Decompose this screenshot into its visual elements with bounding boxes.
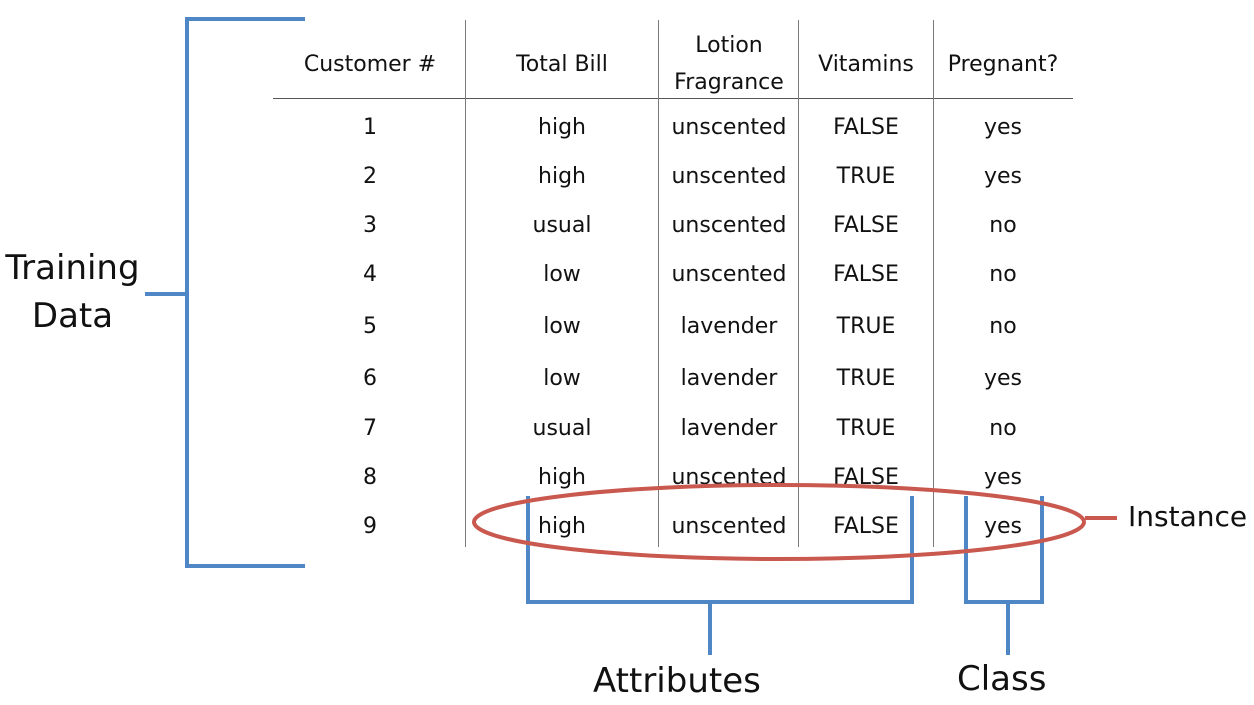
- cell-pregnant: yes: [983, 366, 1023, 391]
- cell-total-bill: usual: [532, 213, 592, 238]
- cell-customer: 1: [363, 115, 377, 140]
- cell-vitamins: TRUE: [836, 366, 896, 391]
- cell-lotion-fragrance: unscented: [671, 262, 787, 287]
- class-label: Class: [957, 659, 1047, 699]
- column-header-lotion-fragrance: Lotion Fragrance: [674, 33, 784, 95]
- cell-total-bill: low: [543, 262, 581, 287]
- cell-customer: 5: [363, 314, 377, 339]
- cell-lotion-fragrance: unscented: [671, 164, 787, 189]
- training-data-bracket: [185, 17, 305, 568]
- cell-lotion-fragrance: lavender: [680, 416, 778, 441]
- cell-total-bill: high: [538, 514, 586, 539]
- training-data-label: Training Data: [5, 248, 140, 336]
- attributes-bracket: [526, 496, 914, 604]
- column-header-customer: Customer #: [303, 52, 437, 77]
- cell-customer: 4: [363, 262, 377, 287]
- cell-vitamins: TRUE: [836, 416, 896, 441]
- cell-lotion-fragrance: unscented: [671, 213, 787, 238]
- cell-total-bill: low: [543, 314, 581, 339]
- cell-vitamins: FALSE: [833, 115, 899, 140]
- column-header-total-bill: Total Bill: [516, 52, 608, 77]
- cell-pregnant: no: [989, 213, 1017, 238]
- cell-pregnant: no: [989, 262, 1017, 287]
- column-header-pregnant: Pregnant?: [947, 52, 1059, 77]
- cell-vitamins: TRUE: [836, 314, 896, 339]
- cell-vitamins: TRUE: [836, 164, 896, 189]
- cell-lotion-fragrance: lavender: [680, 314, 778, 339]
- attributes-label: Attributes: [593, 661, 761, 701]
- cell-total-bill: high: [538, 115, 586, 140]
- cell-pregnant: yes: [983, 115, 1023, 140]
- cell-pregnant: yes: [983, 514, 1023, 539]
- cell-lotion-fragrance: unscented: [671, 514, 787, 539]
- column-divider: [933, 20, 934, 547]
- cell-customer: 8: [363, 465, 377, 490]
- cell-vitamins: FALSE: [833, 514, 899, 539]
- cell-customer: 7: [363, 416, 377, 441]
- cell-total-bill: high: [538, 465, 586, 490]
- cell-total-bill: usual: [532, 416, 592, 441]
- cell-total-bill: low: [543, 366, 581, 391]
- instance-ellipse: [472, 483, 1086, 561]
- cell-lotion-fragrance: unscented: [671, 115, 787, 140]
- cell-pregnant: no: [989, 416, 1017, 441]
- cell-total-bill: high: [538, 164, 586, 189]
- cell-pregnant: yes: [983, 164, 1023, 189]
- cell-customer: 3: [363, 213, 377, 238]
- cell-vitamins: FALSE: [833, 262, 899, 287]
- table-header-divider: [273, 98, 1073, 99]
- cell-lotion-fragrance: lavender: [680, 366, 778, 391]
- cell-customer: 9: [363, 514, 377, 539]
- column-divider: [465, 20, 466, 547]
- column-header-vitamins: Vitamins: [818, 52, 914, 77]
- class-bracket: [964, 496, 1044, 604]
- cell-customer: 2: [363, 164, 377, 189]
- cell-customer: 6: [363, 366, 377, 391]
- cell-pregnant: no: [989, 314, 1017, 339]
- cell-vitamins: FALSE: [833, 213, 899, 238]
- instance-label: Instance: [1128, 500, 1248, 533]
- column-divider: [658, 20, 659, 547]
- cell-pregnant: yes: [983, 465, 1023, 490]
- column-divider: [798, 20, 799, 547]
